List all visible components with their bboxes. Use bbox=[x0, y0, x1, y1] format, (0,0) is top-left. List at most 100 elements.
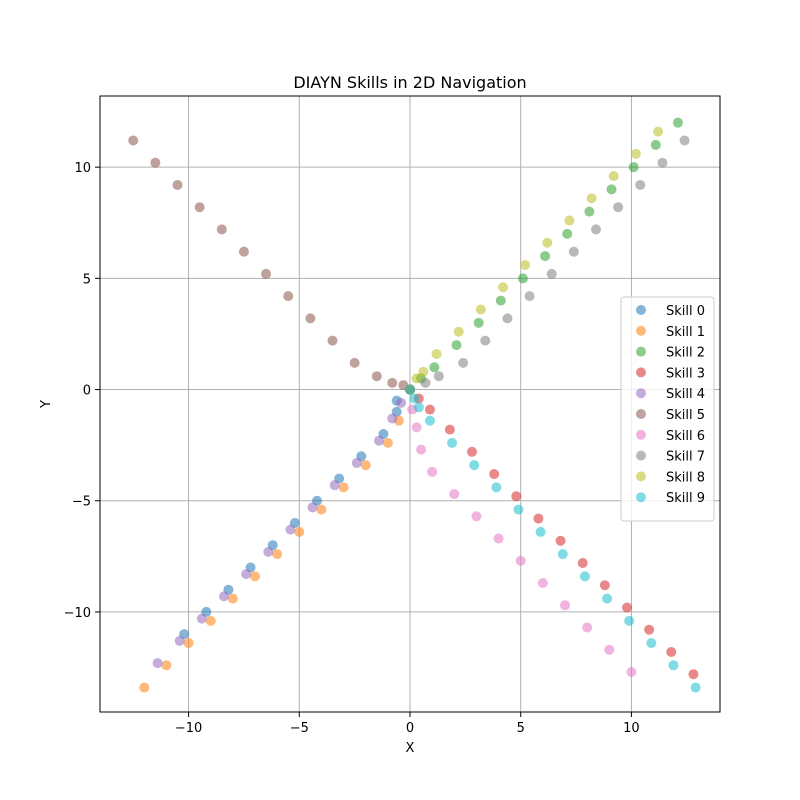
data-point bbox=[473, 317, 484, 328]
data-point bbox=[161, 660, 172, 671]
data-point bbox=[467, 446, 477, 457]
data-point bbox=[582, 622, 593, 633]
data-point bbox=[316, 504, 327, 515]
data-point bbox=[150, 157, 161, 168]
data-point bbox=[469, 460, 480, 471]
legend-label: Skill 3 bbox=[666, 366, 705, 381]
data-point bbox=[327, 335, 338, 346]
data-point bbox=[172, 179, 183, 190]
legend-marker bbox=[636, 346, 646, 357]
data-point bbox=[261, 268, 272, 279]
data-point bbox=[666, 646, 677, 657]
data-point bbox=[471, 511, 482, 522]
grid bbox=[100, 96, 720, 712]
data-point bbox=[657, 157, 668, 168]
data-point bbox=[387, 377, 398, 388]
data-point bbox=[447, 437, 458, 448]
y-axis-label: Y bbox=[39, 400, 54, 409]
data-point bbox=[307, 502, 318, 513]
legend-label: Skill 0 bbox=[666, 304, 705, 319]
legend-label: Skill 2 bbox=[666, 346, 705, 361]
data-point bbox=[263, 546, 274, 557]
data-point bbox=[152, 658, 163, 669]
data-point bbox=[272, 549, 283, 560]
data-point bbox=[579, 571, 590, 582]
data-point bbox=[591, 224, 601, 235]
data-point bbox=[489, 469, 500, 480]
data-point bbox=[360, 460, 371, 471]
data-point bbox=[216, 224, 227, 235]
legend-marker bbox=[636, 305, 646, 315]
series-skill-9 bbox=[405, 384, 701, 693]
legend-marker bbox=[636, 367, 646, 378]
data-point bbox=[493, 533, 504, 544]
data-point bbox=[480, 335, 491, 346]
data-point bbox=[174, 635, 185, 646]
data-point bbox=[349, 357, 360, 368]
data-point bbox=[196, 613, 207, 624]
legend-marker bbox=[636, 471, 646, 482]
data-point bbox=[371, 371, 382, 382]
series-skill-7 bbox=[405, 135, 690, 395]
data-point bbox=[431, 348, 442, 359]
data-point bbox=[396, 397, 407, 408]
data-point bbox=[128, 135, 139, 146]
data-point bbox=[602, 593, 613, 604]
legend-marker bbox=[636, 409, 646, 419]
data-point bbox=[564, 215, 575, 226]
data-point bbox=[668, 660, 679, 671]
legend-label: Skill 9 bbox=[666, 491, 705, 506]
data-point bbox=[305, 313, 316, 324]
data-point bbox=[688, 669, 699, 680]
data-point bbox=[418, 366, 429, 377]
data-point bbox=[533, 513, 544, 524]
data-point bbox=[227, 593, 238, 604]
legend-label: Skill 6 bbox=[666, 429, 705, 444]
data-point bbox=[374, 435, 384, 446]
data-point bbox=[672, 117, 683, 128]
data-point bbox=[604, 644, 615, 655]
data-point bbox=[546, 268, 557, 279]
legend-label: Skill 1 bbox=[666, 325, 705, 340]
series-skill-6 bbox=[405, 384, 637, 677]
data-point bbox=[491, 482, 502, 493]
x-tick-label: 10 bbox=[623, 721, 640, 736]
legend-label: Skill 8 bbox=[666, 470, 705, 485]
data-point bbox=[630, 148, 641, 159]
data-point bbox=[250, 571, 260, 582]
data-point bbox=[285, 524, 296, 535]
y-tick-label: −5 bbox=[72, 495, 91, 510]
data-point bbox=[238, 246, 249, 257]
x-tick-label: −10 bbox=[175, 721, 202, 736]
chart-title: DIAYN Skills in 2D Navigation bbox=[293, 73, 526, 92]
data-point bbox=[420, 377, 431, 388]
x-axis-label: X bbox=[406, 741, 415, 756]
data-point bbox=[183, 638, 194, 649]
data-point bbox=[382, 437, 393, 448]
data-point bbox=[511, 491, 522, 502]
data-point bbox=[424, 415, 435, 426]
data-point bbox=[560, 600, 570, 611]
data-point bbox=[205, 615, 216, 626]
series-skill-1 bbox=[139, 384, 415, 693]
data-point bbox=[449, 489, 460, 500]
data-point bbox=[433, 371, 444, 382]
data-point bbox=[416, 444, 427, 455]
legend-marker bbox=[636, 325, 646, 336]
data-point bbox=[540, 251, 551, 262]
legend-marker bbox=[636, 492, 646, 503]
data-point bbox=[622, 602, 632, 613]
data-point bbox=[458, 357, 469, 368]
data-point bbox=[537, 578, 548, 589]
data-point bbox=[535, 526, 546, 537]
y-tick-label: 5 bbox=[83, 272, 91, 287]
data-point bbox=[577, 558, 588, 569]
data-point bbox=[517, 273, 528, 284]
data-point bbox=[635, 179, 646, 190]
data-point bbox=[624, 615, 635, 626]
data-point bbox=[283, 291, 294, 302]
data-point bbox=[453, 326, 464, 337]
data-point bbox=[409, 393, 420, 404]
data-point bbox=[424, 404, 435, 415]
data-point bbox=[139, 682, 150, 693]
